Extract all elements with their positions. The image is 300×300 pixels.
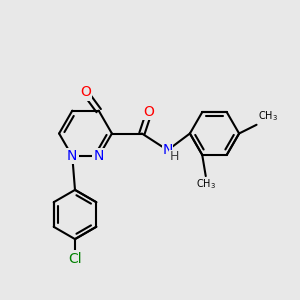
- Text: O: O: [80, 85, 91, 100]
- Text: N: N: [67, 149, 77, 164]
- Text: H: H: [169, 150, 179, 163]
- Text: Cl: Cl: [68, 252, 82, 266]
- Text: N: N: [94, 149, 104, 164]
- Text: N: N: [162, 143, 172, 157]
- Text: O: O: [143, 104, 154, 118]
- Text: CH$_3$: CH$_3$: [258, 110, 278, 123]
- Text: CH$_3$: CH$_3$: [196, 178, 216, 191]
